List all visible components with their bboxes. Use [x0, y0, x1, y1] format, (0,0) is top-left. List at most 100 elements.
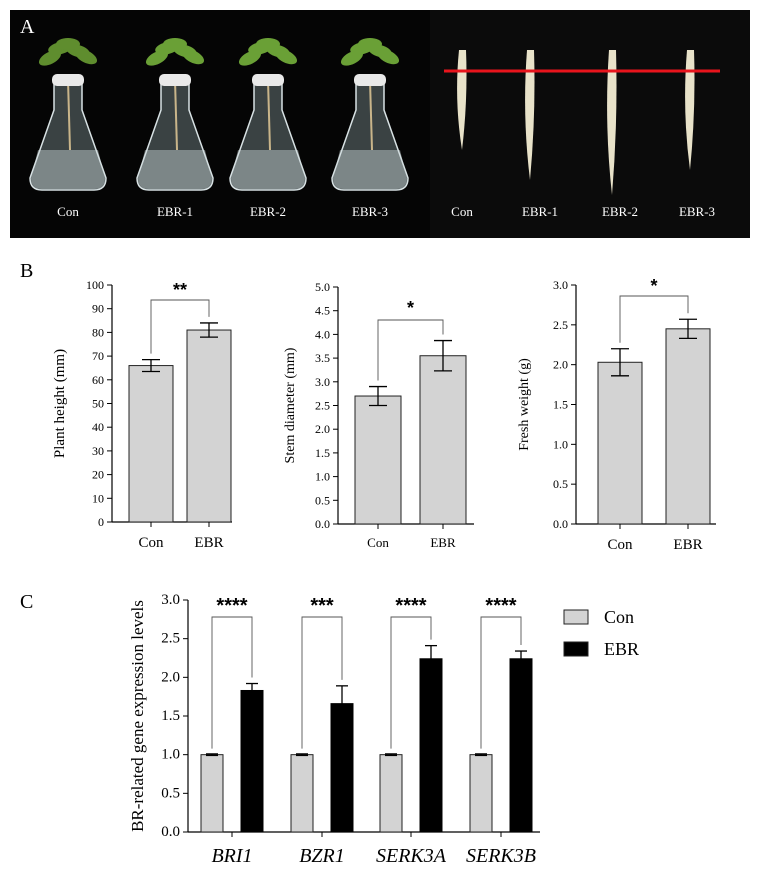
y-tick-label: 10	[92, 491, 104, 505]
y-tick-label: 2.0	[553, 358, 568, 372]
legend-label-con: Con	[604, 607, 634, 627]
y-tick-label: 0.5	[553, 477, 568, 491]
bar-con	[354, 395, 402, 525]
flask-water	[333, 150, 407, 189]
y-tick-label: 1.5	[553, 398, 568, 412]
x-tick-label: BRI1	[211, 845, 252, 867]
y-tick-label: 100	[86, 278, 104, 292]
y-axis-label: Plant height (mm)	[52, 349, 68, 458]
y-tick-label: 60	[92, 373, 104, 387]
bar-con	[128, 365, 174, 523]
chart-stem-diameter: 0.0 0.5 1.0 1.5 2.0 2.5 3.0 3.5 4.0 4.5 5.0 Stem di…	[283, 280, 474, 550]
panel-label-a: A	[20, 16, 35, 38]
x-tick-label: SERK3A	[376, 845, 447, 867]
x-tick-label: EBR	[430, 535, 456, 550]
bar-ebr	[665, 328, 711, 525]
bar-con-serk3a	[379, 754, 403, 833]
flask-plug	[52, 74, 84, 86]
flask-water	[31, 150, 105, 189]
photo-label-ebr-2: EBR-2	[250, 204, 286, 219]
root-4	[685, 50, 695, 170]
panel-a-photo: A Con EBR-1 EBR-2 EBR-3 Con EBR-1 EBR-2 …	[10, 10, 750, 238]
significance-bracket	[480, 616, 522, 749]
y-tick-label: 50	[92, 397, 104, 411]
y-axis-label: BR-related gene expression levels	[128, 600, 147, 832]
y-tick-label: 4.5	[315, 304, 330, 318]
flask-plug	[159, 74, 191, 86]
y-tick-label: 20	[92, 468, 104, 482]
bar-ebr	[419, 355, 467, 525]
y-tick-label: 80	[92, 325, 104, 339]
y-tick-label: 2.0	[315, 422, 330, 436]
y-tick-label: 0.0	[315, 517, 330, 531]
root-label-ebr-1: EBR-1	[522, 204, 558, 219]
plant-leaf	[358, 38, 382, 50]
flask-glass	[29, 79, 107, 191]
x-tick-label: SERK3B	[466, 845, 536, 867]
flask-3	[229, 38, 307, 191]
bar-ebr-bri1	[240, 689, 264, 833]
bar-ebr-bzr1	[330, 703, 354, 833]
y-tick-label: 90	[92, 302, 104, 316]
significance-bracket	[301, 616, 343, 749]
significance-label: **	[173, 280, 187, 300]
x-tick-label: EBR	[194, 535, 223, 551]
legend-swatch-ebr	[563, 641, 589, 657]
flask-1	[29, 38, 107, 191]
flask-glass	[229, 79, 307, 191]
significance-bracket	[390, 616, 432, 749]
chart-fresh-weight: 0.0 0.5 1.0 1.5 2.0 2.5 3.0 Fresh weight (g) Con…	[517, 276, 716, 553]
y-axis-label: Stem diameter (mm)	[283, 347, 298, 463]
y-tick-label: 70	[92, 349, 104, 363]
y-tick-label: 0.0	[161, 824, 180, 840]
bar-con	[597, 361, 643, 525]
significance-bracket	[150, 299, 210, 354]
bar-ebr-serk3a	[419, 658, 443, 833]
photo-right-half	[430, 10, 750, 238]
y-tick-label: 40	[92, 420, 104, 434]
flask-water	[138, 150, 212, 189]
y-tick-label: 1.0	[161, 747, 180, 763]
flask-group	[29, 38, 409, 191]
bar-ebr-serk3b	[509, 658, 533, 833]
root-body	[525, 50, 535, 180]
significance-bracket	[377, 319, 444, 381]
flask-2	[136, 38, 214, 191]
y-tick-label: 1.5	[161, 708, 180, 724]
y-tick-label: 5.0	[315, 280, 330, 294]
y-tick-label: 2.0	[161, 669, 180, 685]
flask-glass	[331, 79, 409, 191]
plant-stem	[369, 79, 373, 151]
panel-label-b: B	[20, 260, 33, 282]
y-tick-label: 0.0	[553, 517, 568, 531]
chart-gene-expression: 0.0 0.5 1.0 1.5 2.0 2.5 3.0 BR-related gene exp…	[128, 592, 639, 867]
x-tick-label: EBR	[673, 537, 702, 553]
flask-plug	[252, 74, 284, 86]
root-label-ebr-3: EBR-3	[679, 204, 715, 219]
y-tick-label: 3.0	[553, 278, 568, 292]
significance-label: ****	[395, 595, 426, 617]
flask-4	[331, 38, 409, 191]
legend-label-ebr: EBR	[604, 639, 639, 659]
flask-glass	[136, 79, 214, 191]
y-tick-label: 0	[98, 515, 104, 529]
plant-stem	[267, 79, 271, 151]
significance-label: *	[407, 298, 414, 318]
bar-ebr	[186, 329, 232, 523]
plant-leaf	[163, 38, 187, 50]
significance-bracket	[619, 295, 689, 343]
significance-label: *	[650, 276, 657, 296]
photo-label-ebr-3: EBR-3	[352, 204, 388, 219]
root-2	[525, 50, 535, 180]
x-tick-label: Con	[138, 535, 164, 551]
root-label-ebr-2: EBR-2	[602, 204, 638, 219]
photo-label-ebr-1: EBR-1	[157, 204, 193, 219]
y-tick-label: 3.0	[315, 375, 330, 389]
legend: Con EBR	[563, 607, 639, 659]
y-tick-label: 2.5	[161, 631, 180, 647]
plant-stem	[67, 79, 71, 151]
plant-stem	[174, 79, 178, 151]
root-body	[685, 50, 695, 170]
significance-label: ****	[485, 595, 516, 617]
